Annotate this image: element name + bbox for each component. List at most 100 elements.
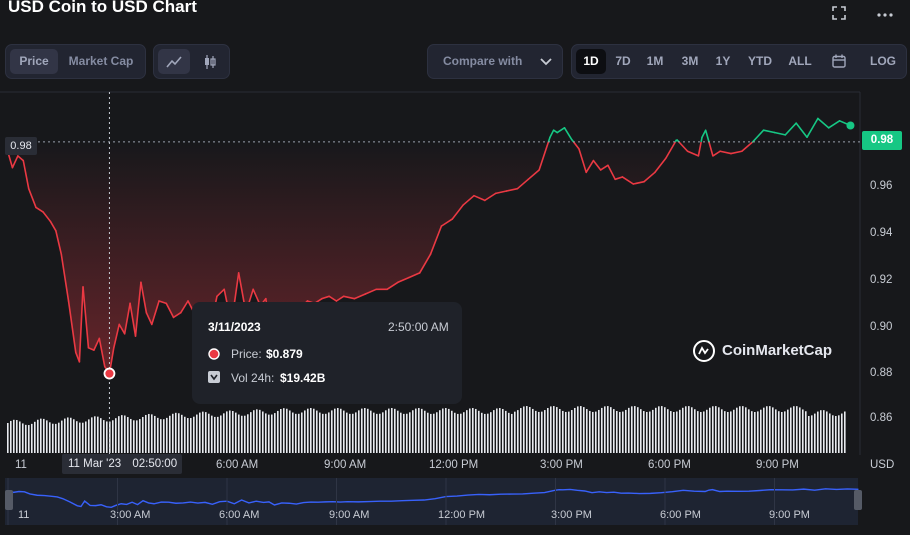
fullscreen-icon[interactable] (828, 2, 850, 24)
volume-bar (775, 409, 777, 453)
price-line-segment (321, 295, 330, 300)
volume-bar (241, 415, 243, 453)
volume-bar (724, 411, 726, 453)
volume-bar (385, 410, 387, 453)
price-line-segment (572, 141, 580, 150)
volume-bar (712, 406, 714, 453)
range-ytd[interactable]: YTD (748, 54, 772, 68)
volume-bar (574, 407, 576, 453)
volume-bar (289, 410, 291, 453)
volume-bar (148, 413, 150, 453)
price-line-segment (494, 190, 508, 195)
volume-bar (499, 408, 501, 453)
volume-bar (115, 418, 117, 453)
price-line-segment (599, 164, 609, 171)
volume-bar (28, 425, 30, 453)
volume-bar (202, 411, 204, 453)
price-line-segment (364, 288, 378, 295)
volume-bar (460, 413, 462, 453)
range-3m[interactable]: 3M (681, 54, 699, 68)
highlighted-price-point[interactable] (103, 367, 116, 380)
more-icon[interactable] (874, 2, 896, 24)
volume-bar (217, 416, 219, 453)
navigator-right-handle[interactable] (854, 490, 862, 510)
volume-bar (187, 418, 189, 453)
price-line-segment (665, 141, 677, 159)
volume-bar (493, 410, 495, 453)
volume-bar (52, 423, 54, 453)
volume-bar (547, 408, 549, 453)
volume-bar (454, 412, 456, 453)
volume-bar (82, 422, 84, 453)
volume-bar (703, 411, 705, 453)
volume-bar (226, 411, 228, 453)
range-1d[interactable]: 1D (576, 49, 606, 74)
volume-bar (370, 410, 372, 453)
volume-bar (91, 417, 93, 453)
compare-with-dropdown[interactable]: Compare with (427, 44, 563, 79)
price-line-segment (112, 323, 121, 349)
date-range-button[interactable] (824, 49, 854, 74)
volume-bar (433, 413, 435, 453)
log-scale-button[interactable]: LOG (870, 54, 896, 68)
market-cap-tab[interactable]: Market Cap (68, 54, 134, 68)
volume-bar (679, 409, 681, 453)
volume-bar (310, 408, 312, 453)
price-line-segment (708, 141, 714, 157)
volume-bar (295, 413, 297, 453)
volume-bar (184, 416, 186, 453)
volume-bar (7, 423, 9, 453)
volume-bar (637, 407, 639, 453)
navigator-background[interactable] (5, 478, 858, 525)
price-line-segment (82, 286, 90, 349)
volume-bar (793, 406, 795, 453)
price-line-segment (719, 150, 732, 155)
volume-bar (664, 407, 666, 453)
volume-bar (571, 410, 573, 453)
volume-bar (157, 417, 159, 453)
volume-bar (781, 411, 783, 453)
navigator-left-handle[interactable] (5, 490, 13, 510)
price-line-segment (817, 117, 830, 129)
volume-bar (736, 407, 738, 453)
volume-bar (523, 406, 525, 453)
range-7d[interactable]: 7D (615, 54, 631, 68)
price-line-segment (216, 288, 225, 298)
volume-bar (757, 411, 759, 453)
price-line-segment (418, 253, 432, 274)
volume-bar (367, 408, 369, 453)
volume-bar (229, 410, 231, 453)
volume-bar (325, 413, 327, 453)
y-tick-label: 0.94 (870, 227, 893, 239)
range-1y[interactable]: 1Y (715, 54, 731, 68)
volume-bar (811, 415, 813, 453)
volume-bar (577, 406, 579, 453)
volume-bar (61, 420, 63, 453)
price-tab[interactable]: Price (10, 49, 58, 74)
volume-bar (256, 409, 258, 453)
volume-bar (799, 407, 801, 453)
volume-bar (568, 411, 570, 453)
watermark-text: CoinMarketCap (722, 342, 833, 359)
chevron-down-icon (540, 58, 552, 66)
line-chart-button[interactable] (158, 49, 190, 74)
range-1m[interactable]: 1M (646, 54, 664, 68)
volume-bar (625, 409, 627, 453)
candlestick-button[interactable] (194, 49, 226, 74)
chart-metric-toggle: Price Market Cap (5, 44, 146, 79)
x-tick-label: 12:00 PM (429, 459, 479, 471)
volume-bar (388, 408, 390, 453)
volume-bar (649, 411, 651, 453)
volume-bar (400, 412, 402, 453)
volume-bar (694, 409, 696, 453)
navigator-tick-label: 3:00 PM (551, 509, 592, 521)
price-line-segment (614, 176, 624, 181)
volume-bar (364, 408, 366, 453)
volume-bar (322, 413, 324, 453)
range-all[interactable]: ALL (788, 54, 812, 68)
volume-bar (616, 410, 618, 453)
navigator-price-line (7, 488, 859, 509)
price-line-segment (632, 180, 645, 185)
volume-bar (484, 413, 486, 453)
